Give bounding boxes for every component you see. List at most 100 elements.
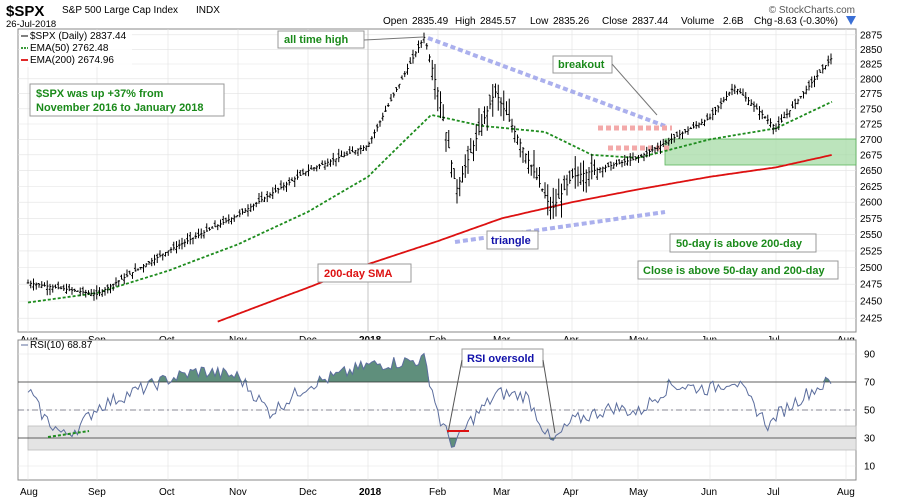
- ohlc-bar: [395, 87, 398, 92]
- ohlc-bar: [749, 99, 753, 106]
- ohlc-bar: [205, 223, 209, 232]
- ohlc-bar: [681, 131, 684, 140]
- ohlc-bar: [403, 71, 407, 78]
- scroll-down-icon[interactable]: [846, 16, 856, 25]
- ohlc-bar: [455, 179, 459, 204]
- ohlc-bar: [32, 278, 35, 291]
- ohlc-bar: [708, 113, 712, 120]
- ohlc-bar: [725, 91, 728, 101]
- ohlc-bar: [290, 177, 294, 182]
- ohlc-bar: [298, 169, 302, 176]
- ohlc-bar: [153, 254, 156, 266]
- annotation-50-above-200: 50-day is above 200-day: [669, 233, 817, 253]
- ohlc-bar: [400, 75, 404, 80]
- ohlc-bar: [51, 284, 55, 293]
- ohlc-bar: [285, 181, 288, 192]
- ohlc-bar: [760, 109, 764, 120]
- close-value: 2837.44: [632, 16, 669, 27]
- rsi-y-tick-label: 50: [864, 406, 876, 417]
- x-tick-label: Dec: [299, 487, 317, 498]
- ohlc-bar: [95, 285, 99, 300]
- ohlc-bar: [375, 123, 379, 132]
- chg-label: Chg: [754, 16, 772, 27]
- ohlc-bar: [320, 160, 324, 166]
- ohlc-bar: [356, 148, 360, 156]
- price-y-tick-label: 2850: [860, 45, 883, 56]
- ohlc-bar: [513, 125, 517, 143]
- ohlc-bar: [315, 165, 319, 172]
- ohlc-bar: [87, 290, 90, 295]
- summary-line-2: November 2016 to January 2018: [36, 102, 204, 114]
- ohlc-bar: [183, 239, 187, 248]
- ohlc-bar: [210, 226, 214, 229]
- ohlc-bar: [279, 180, 283, 190]
- ohlc-bar: [287, 177, 291, 186]
- ohlc-bar: [499, 97, 503, 117]
- ohlc-bar: [172, 241, 176, 251]
- volume-value: 2.6B: [723, 16, 744, 27]
- ohlc-bar: [268, 192, 272, 199]
- ohlc-bar: [263, 196, 266, 202]
- ohlc-bar: [670, 133, 673, 144]
- ohlc-bar: [227, 214, 231, 224]
- ohlc-bar: [147, 260, 151, 265]
- chart-header: $SPX S&P 500 Large Cap Index INDX 26-Jul…: [6, 3, 856, 30]
- ohlc-bar: [568, 170, 572, 184]
- ohlc-bar: [727, 91, 731, 97]
- ohlc-bar: [692, 122, 695, 129]
- price-y-tick-label: 2800: [860, 74, 883, 85]
- ohlc-bar: [370, 136, 374, 144]
- ohlc-bar: [59, 286, 63, 290]
- ohlc-bar: [125, 269, 129, 278]
- ohlc-bar: [604, 164, 607, 173]
- summary-line-1: $SPX was up +37% from: [36, 88, 164, 100]
- price-y-tick-label: 2675: [860, 150, 883, 161]
- ohlc-bar: [76, 290, 79, 292]
- ohlc-bar: [175, 241, 178, 254]
- ohlc-bar: [224, 217, 228, 224]
- ohlc-bar: [796, 98, 800, 105]
- price-y-tick-label: 2625: [860, 182, 883, 193]
- ohlc-bar: [254, 201, 258, 208]
- ohlc-bar: [694, 121, 698, 129]
- ohlc-bar: [188, 231, 192, 245]
- ohlc-bar: [521, 147, 525, 163]
- ohlc-bar: [40, 281, 44, 289]
- ohlc-bar: [815, 70, 819, 80]
- volume-label: Volume: [681, 16, 715, 27]
- x-tick-label: Nov: [229, 487, 247, 498]
- ohlc-bar: [81, 286, 85, 295]
- annotation-50-above-200-text: 50-day is above 200-day: [676, 238, 803, 250]
- ohlc-bar: [177, 239, 181, 250]
- price-y-tick-label: 2725: [860, 120, 883, 131]
- legend-ema200: EMA(200) 2674.96: [30, 55, 114, 66]
- ohlc-bar: [571, 168, 574, 179]
- ohlc-bar: [650, 145, 654, 153]
- x-tick-label: 2018: [359, 487, 382, 498]
- ohlc-bar: [510, 118, 514, 133]
- ohlc-bar: [54, 284, 57, 289]
- ohlc-bar: [683, 129, 687, 134]
- ohlc-bar: [661, 138, 665, 148]
- x-tick-label: Mar: [493, 487, 511, 498]
- ohlc-bar: [353, 150, 357, 155]
- ohlc-bar: [527, 150, 530, 174]
- ohlc-bar: [384, 105, 387, 112]
- ohlc-bar: [100, 289, 104, 297]
- ohlc-bar: [34, 282, 38, 290]
- ohlc-bar: [337, 148, 341, 163]
- open-label: Open: [383, 16, 407, 27]
- ohlc-bar: [524, 153, 528, 164]
- ohlc-bar: [584, 169, 588, 193]
- triangle-upper-line: [427, 36, 666, 128]
- ohlc-bar: [700, 118, 704, 126]
- ohlc-bar: [37, 283, 41, 288]
- ohlc-bar: [274, 184, 277, 193]
- ohlc-bar: [117, 280, 121, 286]
- ohlc-bar: [758, 106, 761, 120]
- ohlc-bar: [562, 175, 566, 191]
- ohlc-bar: [304, 171, 308, 176]
- ohlc-bar: [98, 287, 101, 297]
- ohlc-bar: [389, 94, 393, 102]
- rsi-y-tick-label: 10: [864, 462, 876, 473]
